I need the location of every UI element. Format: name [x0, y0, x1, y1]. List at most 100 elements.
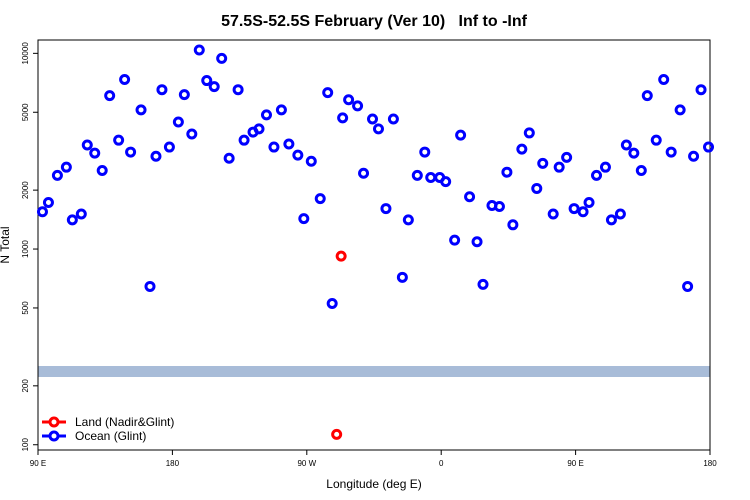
point	[380, 203, 392, 215]
point	[223, 152, 235, 164]
point	[537, 157, 549, 169]
point	[66, 214, 78, 226]
legend-label: Ocean (Glint)	[75, 429, 146, 443]
point	[493, 200, 505, 212]
y-tick-label: 1000	[21, 240, 30, 258]
point	[36, 206, 48, 218]
y-tick-label: 2000	[21, 181, 30, 199]
point	[125, 146, 137, 158]
point	[42, 196, 54, 208]
point	[641, 90, 653, 102]
point	[260, 109, 272, 121]
point	[620, 139, 632, 151]
point	[591, 169, 603, 181]
point	[531, 182, 543, 194]
point	[119, 74, 131, 86]
point	[523, 127, 535, 139]
point	[156, 84, 168, 96]
y-tick-label: 500	[21, 301, 30, 315]
legend-marker	[48, 416, 60, 428]
point	[238, 134, 250, 146]
point	[337, 112, 349, 124]
point	[614, 208, 626, 220]
legend-label: Land (Nadir&Glint)	[75, 415, 174, 429]
point	[449, 234, 461, 246]
point	[471, 236, 483, 248]
point	[51, 169, 63, 181]
point	[104, 90, 116, 102]
point	[343, 94, 355, 106]
point	[135, 104, 147, 116]
point	[628, 147, 640, 159]
point	[283, 138, 295, 150]
point	[419, 146, 431, 158]
point	[440, 176, 452, 188]
x-tick-label: 180	[703, 459, 717, 468]
point	[501, 166, 513, 178]
point	[150, 150, 162, 162]
point	[561, 151, 573, 163]
point	[635, 164, 647, 176]
point	[163, 141, 175, 153]
point	[577, 206, 589, 218]
x-tick-label: 90 E	[30, 459, 46, 468]
point	[516, 143, 528, 155]
legend-marker	[48, 430, 60, 442]
point	[275, 104, 287, 116]
x-tick-label: 90 W	[297, 459, 316, 468]
y-tick-label: 100	[21, 438, 30, 452]
point	[411, 169, 423, 181]
plot-frame	[37, 39, 711, 451]
point	[216, 52, 228, 64]
point	[372, 123, 384, 135]
point	[352, 100, 364, 112]
point	[367, 113, 379, 125]
point	[298, 213, 310, 225]
point	[172, 116, 184, 128]
chart-title: 57.5S-52.5S February (Ver 10) Inf to -In…	[221, 13, 528, 30]
point	[547, 208, 559, 220]
point	[568, 203, 580, 215]
point	[232, 84, 244, 96]
point	[599, 161, 611, 173]
point	[89, 147, 101, 159]
x-tick-label: 180	[166, 459, 180, 468]
point	[144, 280, 156, 292]
x-tick-label: 0	[439, 459, 444, 468]
point	[60, 161, 72, 173]
point	[650, 134, 662, 146]
point	[326, 297, 338, 309]
point	[387, 113, 399, 125]
point	[464, 191, 476, 203]
point	[358, 167, 370, 179]
y-tick-label: 5000	[21, 103, 30, 121]
point	[96, 164, 108, 176]
point	[695, 84, 707, 96]
point	[703, 141, 715, 153]
x-tick-label: 90 E	[567, 459, 583, 468]
x-axis-label: Longitude (deg E)	[326, 477, 421, 491]
point	[688, 150, 700, 162]
point	[208, 81, 220, 93]
point	[178, 89, 190, 101]
point	[193, 44, 205, 56]
point	[455, 129, 467, 141]
point	[335, 250, 347, 262]
point	[305, 155, 317, 167]
point	[665, 146, 677, 158]
point	[314, 193, 326, 205]
point	[402, 214, 414, 226]
map-strip	[38, 366, 710, 377]
point	[268, 141, 280, 153]
point	[658, 74, 670, 86]
point	[186, 128, 198, 140]
point	[553, 161, 565, 173]
y-tick-label: 200	[21, 379, 30, 393]
point	[113, 134, 125, 146]
y-axis-label: N Total	[0, 226, 12, 263]
point	[682, 280, 694, 292]
point	[674, 104, 686, 116]
point	[396, 271, 408, 283]
point	[583, 196, 595, 208]
